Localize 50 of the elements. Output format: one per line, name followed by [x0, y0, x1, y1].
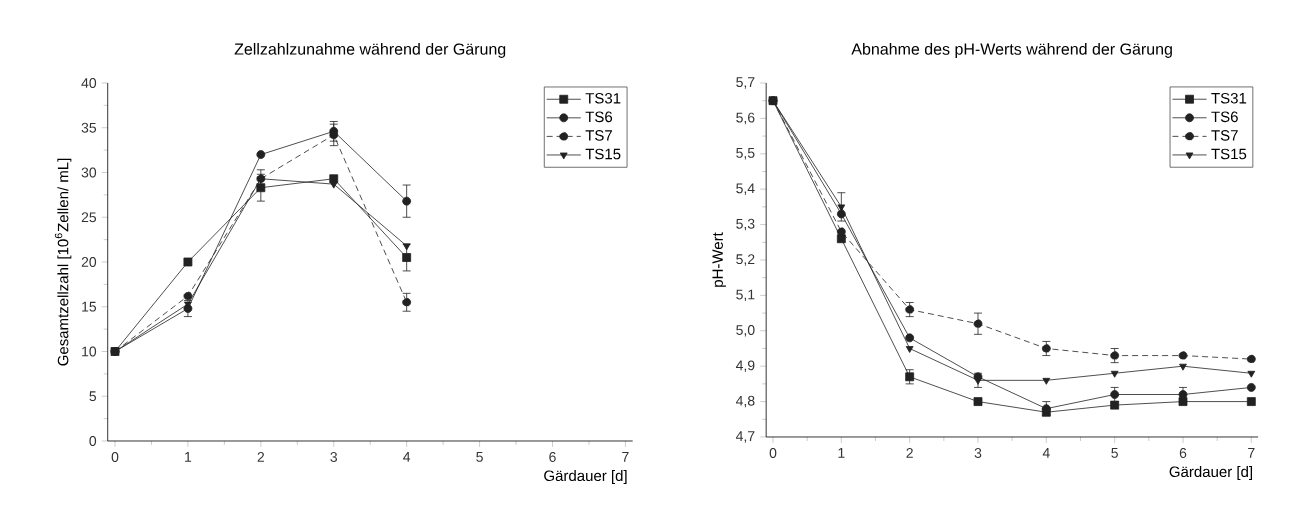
y-tick-label: 4,8	[735, 395, 755, 408]
y-tick-label: 5,5	[736, 148, 755, 160]
legend-label: TS31	[1211, 92, 1247, 104]
y-tick-label: 5,1	[736, 289, 755, 302]
y-axis-title: pH-Wert	[712, 232, 726, 287]
y-tick-label: 4,7	[735, 431, 755, 443]
y-tick-label: 0	[89, 436, 97, 446]
y-tick-label: 5,3	[736, 218, 755, 231]
y-tick-label: 4,9	[735, 360, 755, 372]
x-tick-label: 7	[622, 452, 629, 462]
y-tick-label: 10	[82, 346, 97, 357]
legend-label: TS7	[1211, 130, 1238, 141]
x-tick-label: 2	[257, 452, 265, 462]
y-tick-label: 20	[81, 257, 97, 267]
x-tick-label: 6	[549, 452, 556, 462]
legend-label: TS6	[585, 111, 613, 123]
legend-label: TS15	[1211, 148, 1247, 160]
x-tick-label: 5	[476, 452, 483, 462]
y-tick-label: 30	[81, 167, 97, 178]
x-tick-label: 0	[111, 452, 119, 462]
y-tick-label: 5,4	[736, 183, 755, 195]
y-tick-label: 40	[81, 78, 97, 88]
legend-label: TS31	[585, 92, 621, 104]
y-axis-title: Gesamtzellzahl [10$^{6}$Zellen/ mL]	[54, 158, 72, 366]
y-tick-label: 5,7	[736, 77, 755, 89]
x-axis-title: Gärdauer [d]	[544, 470, 627, 485]
x-tick-label: 3	[974, 448, 982, 458]
x-tick-label: 1	[838, 448, 845, 458]
y-tick-label: 15	[82, 301, 97, 312]
x-tick-label: 2	[906, 448, 913, 458]
y-tick-label: 5,0	[736, 325, 755, 337]
x-tick-label: 7	[1248, 448, 1255, 458]
y-tick-label: 25	[81, 212, 97, 223]
x-axis-title: Gärdauer [d]	[1169, 466, 1253, 481]
x-tick-label: 4	[1042, 448, 1050, 458]
chart-title: Abnahme des pH-Werts während der Gärung	[851, 43, 1172, 58]
x-tick-label: 4	[403, 452, 411, 462]
legend-label: TS15	[585, 148, 621, 160]
x-tick-label: 3	[330, 452, 338, 462]
x-tick-label: 5	[1111, 448, 1118, 458]
y-tick-label: 5,6	[736, 112, 755, 125]
y-tick-label: 5	[89, 391, 97, 402]
x-tick-label: 6	[1179, 448, 1187, 458]
legend-label: TS7	[585, 130, 612, 141]
y-tick-label: 5,2	[736, 254, 755, 266]
chart-title: Zellzahlzunahme während der Gärung	[234, 43, 506, 58]
legend-label: TS6	[1211, 111, 1238, 123]
x-tick-label: 1	[185, 452, 192, 462]
x-tick-label: 0	[769, 448, 777, 458]
y-tick-label: 35	[81, 122, 97, 133]
